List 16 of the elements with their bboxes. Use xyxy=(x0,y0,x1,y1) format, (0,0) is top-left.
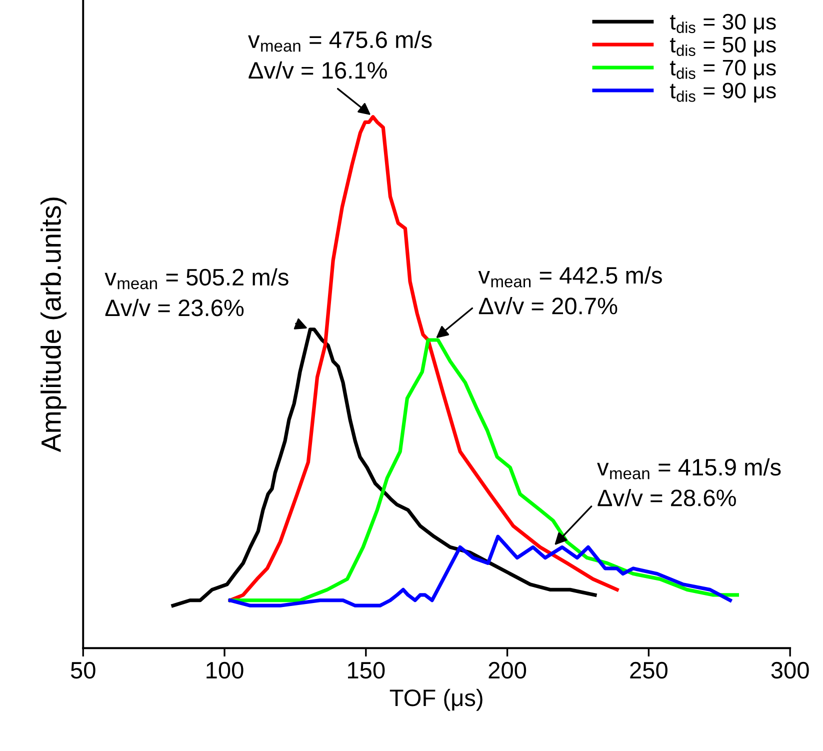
annotation: v$_{mean}$ = 505.2 m/s Δv/v = 23.6% xyxy=(104,268,288,316)
x-axis-title: TOF (μs) xyxy=(390,688,482,711)
y-axis-title: Amplitude (arb.units) xyxy=(40,198,66,452)
annotation: v$_{mean}$ = 442.5 m/s Δv/v = 20.7% xyxy=(478,266,662,314)
legend-label: t$_{dis}$ = 50 μs xyxy=(670,36,776,57)
annotation: v$_{mean}$ = 475.6 m/s Δv/v = 16.1% xyxy=(248,30,432,79)
x-tick-label: 100 xyxy=(206,662,244,679)
x-tick-label: 300 xyxy=(771,662,809,679)
x-tick-label: 200 xyxy=(488,662,526,679)
x-tick-label: 50 xyxy=(70,662,96,679)
x-tick-label: 250 xyxy=(630,662,668,679)
x-tick-label: 150 xyxy=(348,662,385,679)
legend-label: t$_{dis}$ = 90 μs xyxy=(670,82,776,102)
legend-label: t$_{dis}$ = 70 μs xyxy=(670,60,776,80)
annotation: v$_{mean}$ = 415.9 m/s Δv/v = 28.6% xyxy=(597,458,781,506)
legend-label: t$_{dis}$ = 30 μs xyxy=(670,14,776,34)
